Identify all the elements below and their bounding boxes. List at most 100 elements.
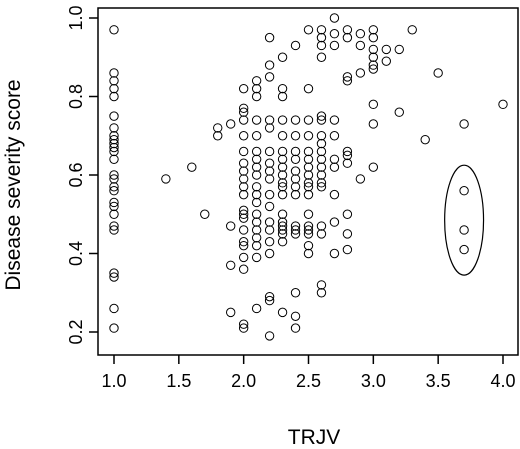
data-point <box>303 221 314 231</box>
points-layer <box>109 13 508 341</box>
x-axis: 1.0 1.5 2.0 2.5 3.0 3.5 4.0 <box>101 355 516 391</box>
data-point <box>316 178 327 188</box>
data-point <box>368 32 379 43</box>
data-point <box>342 146 353 157</box>
data-point <box>433 68 443 78</box>
data-point <box>251 189 262 200</box>
data-point <box>251 252 262 263</box>
data-point <box>264 158 275 168</box>
data-point <box>264 248 275 259</box>
data-point <box>251 162 262 172</box>
data-point <box>277 91 288 102</box>
data-point <box>316 288 327 298</box>
data-point <box>277 162 288 172</box>
data-point <box>238 131 249 141</box>
data-point <box>264 60 275 70</box>
data-point <box>303 25 314 35</box>
data-point <box>264 115 275 125</box>
data-point <box>355 40 366 51</box>
data-point <box>368 99 379 110</box>
data-point <box>238 323 249 333</box>
data-point <box>213 123 223 133</box>
data-point <box>303 131 314 141</box>
data-point <box>407 25 417 35</box>
y-axis: 0.2 0.4 0.6 0.8 1.0 <box>66 5 98 345</box>
data-point <box>238 213 249 223</box>
data-point <box>303 83 314 94</box>
data-point <box>368 162 379 172</box>
data-point <box>290 221 301 231</box>
data-point <box>498 99 508 110</box>
data-point <box>342 229 353 239</box>
data-point <box>109 221 119 231</box>
data-point <box>251 197 262 208</box>
data-point <box>251 182 262 192</box>
data-point <box>264 72 275 82</box>
data-point <box>290 40 301 51</box>
data-point <box>109 170 119 180</box>
data-point <box>277 154 288 165</box>
data-point <box>277 225 288 235</box>
data-point <box>109 182 119 192</box>
data-point <box>238 237 249 247</box>
data-point <box>277 83 288 94</box>
data-point <box>368 64 379 74</box>
data-point <box>329 217 340 227</box>
data-point <box>251 83 262 94</box>
data-point <box>316 131 327 141</box>
data-point <box>368 52 379 62</box>
data-point <box>316 146 327 157</box>
data-point <box>303 170 314 180</box>
data-point <box>277 52 288 62</box>
data-point <box>303 189 314 200</box>
data-point <box>303 182 314 192</box>
data-point <box>381 44 391 55</box>
data-point <box>109 68 119 78</box>
data-point <box>187 162 197 172</box>
data-point <box>277 229 288 239</box>
data-point <box>277 182 288 192</box>
data-point <box>303 240 314 251</box>
data-point <box>226 260 236 270</box>
data-point <box>109 268 119 278</box>
data-point <box>264 291 275 302</box>
data-point <box>316 52 327 62</box>
data-point <box>277 178 288 188</box>
data-point <box>303 178 314 188</box>
data-point <box>251 217 262 227</box>
y-axis-label: Disease severity score <box>2 79 25 290</box>
x-tick-label: 1.5 <box>166 371 191 391</box>
data-point <box>290 225 301 235</box>
data-point <box>303 162 314 172</box>
data-point <box>303 146 314 157</box>
data-point <box>109 25 119 35</box>
data-point <box>342 244 353 255</box>
data-point <box>290 115 301 125</box>
data-point <box>316 221 327 231</box>
data-point <box>109 76 119 86</box>
data-point <box>264 123 275 133</box>
data-point <box>459 244 469 255</box>
data-point <box>316 154 327 165</box>
y-tick-label: 0.6 <box>66 162 86 187</box>
x-tick-label: 1.0 <box>101 371 126 391</box>
data-point <box>238 264 249 274</box>
y-tick-label: 1.0 <box>66 5 86 30</box>
data-point <box>355 68 366 78</box>
data-point <box>420 134 430 145</box>
data-point <box>290 131 301 141</box>
y-tick-label: 0.4 <box>66 241 86 266</box>
data-point <box>251 170 262 180</box>
data-point <box>238 107 249 117</box>
data-point <box>238 252 249 263</box>
data-point <box>109 134 119 145</box>
data-point <box>109 83 119 94</box>
data-point <box>329 162 340 172</box>
data-point <box>303 225 314 235</box>
data-point <box>368 60 379 70</box>
data-point <box>329 189 340 200</box>
data-point <box>238 83 249 94</box>
data-point <box>109 154 119 165</box>
data-point <box>277 209 288 219</box>
